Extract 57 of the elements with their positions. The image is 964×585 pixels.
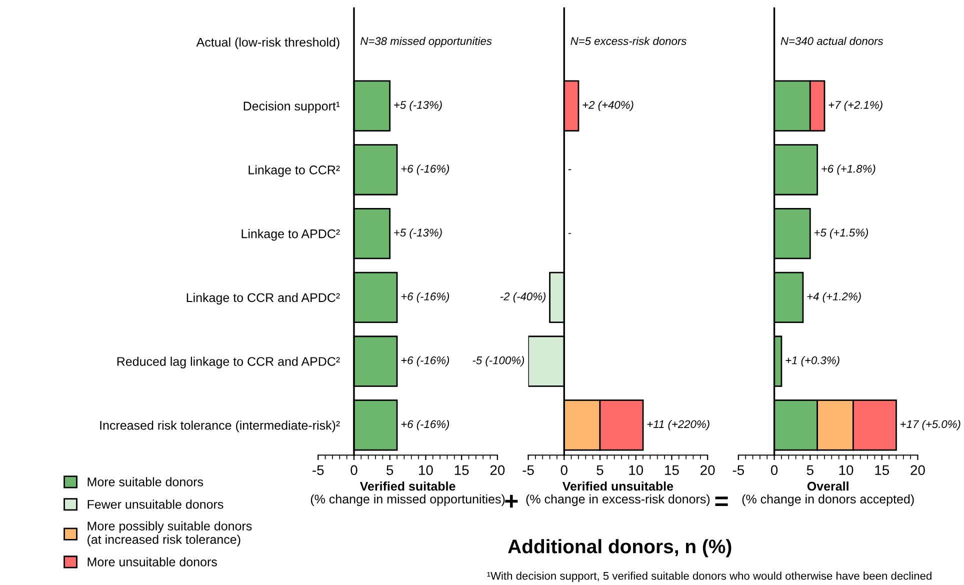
text: +5 (-13%): [394, 228, 442, 239]
text: +11 (+220%): [647, 420, 710, 430]
text: +2 (+40%): [582, 100, 634, 112]
text: ¹With decision support, 5 verified suitable donors who would otherwise have been declined: [487, 572, 932, 582]
x-tick-label: -5: [522, 465, 534, 476]
y-tick-label: Reduced lag linkage to CCR and APDC²: [117, 356, 340, 368]
text: +6 (+1.8%): [822, 164, 876, 175]
annotation: N=340 actual donors: [780, 36, 884, 46]
text: =: [715, 496, 728, 506]
text: +17 (+5.0%): [900, 420, 960, 430]
y-tick-label: Increased risk tolerance (intermediate-risk)²: [100, 420, 340, 432]
x-tick-label: 10: [839, 465, 854, 476]
x-tick-label: 15: [665, 465, 679, 476]
y-tick-label: Linkage to APDC²: [242, 229, 340, 241]
x-tick-label: 0: [350, 465, 358, 476]
y-tick-label: Linkage to CCR and APDC²: [186, 292, 340, 305]
x-tick-label: 10: [629, 465, 644, 476]
x-tick-label: 20: [910, 465, 925, 476]
text: +6 (-16%): [401, 164, 450, 175]
x-tick-label: 10: [419, 465, 433, 476]
text: +6 (-16%): [401, 292, 450, 303]
text: -: [568, 233, 572, 234]
text: -2 (-40%): [500, 292, 546, 303]
x-tick-label: 15: [875, 465, 890, 476]
text: -5 (-100%): [472, 356, 524, 366]
x-tick-label: 20: [490, 465, 505, 476]
text: +4 (+1.2%): [807, 292, 861, 303]
x-tick-label: 5: [806, 465, 814, 476]
legend-label: More possibly suitable donors (at increased risk tolerance): [88, 521, 252, 546]
annotation: N=5 excess-risk donors: [570, 36, 686, 46]
text: +6 (-16%): [401, 420, 450, 430]
x-tick-label: -5: [312, 465, 324, 476]
x-tick-label: 0: [560, 465, 568, 476]
x-tick-label: 15: [454, 465, 469, 476]
x-tick-label: 20: [700, 465, 715, 476]
x-tick-label: -5: [732, 465, 744, 476]
text: +6 (-16%): [401, 356, 450, 366]
x-tick-label: 0: [770, 465, 778, 476]
x-tick-label: 5: [386, 465, 394, 476]
legend-label: More suitable donors: [88, 477, 204, 486]
text: +1 (+0.3%): [786, 356, 840, 366]
text: +5 (-13%): [394, 100, 442, 112]
text: +: [505, 494, 518, 508]
text: +5 (+1.5%): [814, 228, 868, 239]
text: Additional donors, n (%): [508, 539, 732, 558]
x-axis-title: Overall (% change in donors accepted): [742, 481, 914, 506]
legend-label: More unsuitable donors: [88, 557, 217, 566]
text: -: [568, 169, 572, 170]
text: +7 (+2.1%): [828, 100, 882, 112]
x-tick-label: 5: [596, 465, 604, 476]
y-tick-label: Decision support¹: [244, 101, 340, 113]
annotation: N=38 missed opportunities: [360, 36, 492, 48]
y-tick-label: Actual (low-risk threshold): [196, 38, 340, 50]
x-axis-title: Verified suitable (% change in missed opportunities): [310, 481, 505, 506]
x-axis-title: Verified unsuitable (% change in excess-risk donors): [526, 481, 710, 506]
y-tick-label: Linkage to CCR²: [248, 165, 340, 177]
legend-label: Fewer unsuitable donors: [88, 500, 224, 509]
